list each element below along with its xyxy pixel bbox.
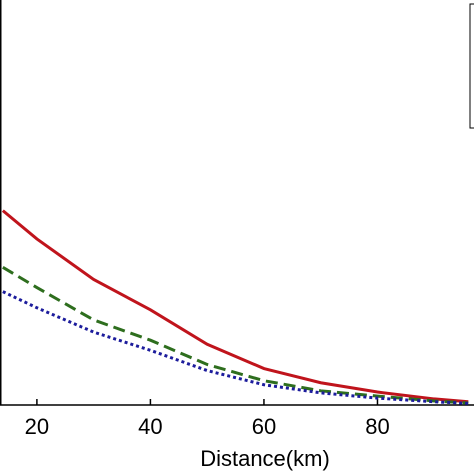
series-line bbox=[2, 290, 469, 405]
series-line bbox=[1, 209, 469, 404]
x-tick-label: 80 bbox=[365, 414, 389, 439]
x-axis-label: Distance(km) bbox=[200, 446, 330, 471]
x-tick-label: 60 bbox=[252, 414, 276, 439]
x-tick-label: 100 bbox=[473, 414, 474, 439]
x-tick-label: 20 bbox=[25, 414, 49, 439]
series-line bbox=[2, 266, 469, 405]
legend-box bbox=[469, 3, 474, 129]
x-tick-label: 40 bbox=[138, 414, 162, 439]
